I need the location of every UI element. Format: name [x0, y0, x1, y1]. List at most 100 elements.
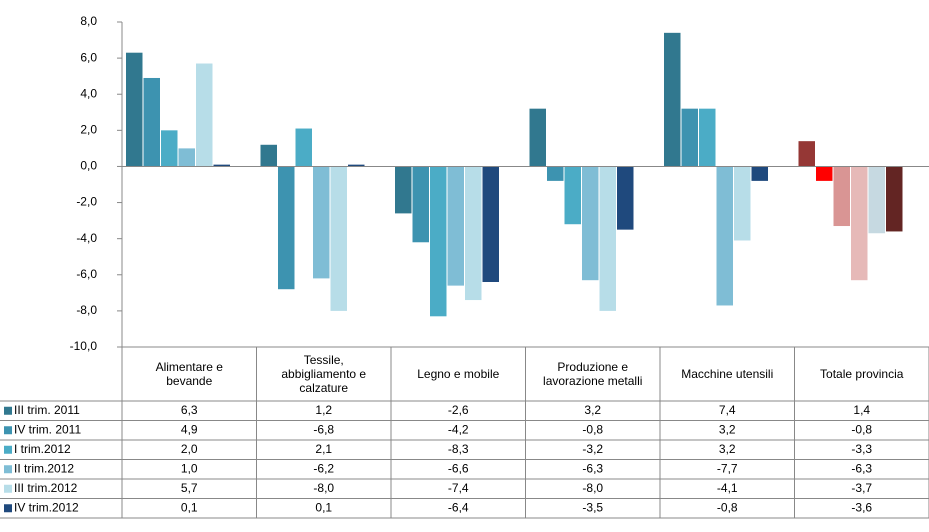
value-label: 4,9 — [181, 422, 198, 436]
bar — [564, 166, 581, 225]
value-label: -0,8 — [582, 422, 603, 436]
legend-swatch — [4, 426, 12, 435]
bar — [447, 166, 464, 286]
bar — [161, 130, 178, 167]
category-label: Produzione e lavorazione metalli — [543, 360, 643, 388]
bar — [126, 52, 143, 167]
legend-label: III trim. 2011 — [14, 403, 80, 417]
legend-swatch — [4, 504, 12, 513]
value-label: -4,2 — [448, 422, 469, 436]
y-tick-label: -8,0 — [76, 303, 97, 317]
value-label: 0,1 — [181, 500, 198, 514]
legend-swatch — [4, 484, 12, 493]
value-label: -0,8 — [717, 500, 738, 514]
value-label: -6,6 — [448, 461, 469, 475]
value-label: -8,0 — [313, 481, 334, 495]
value-label: 3,2 — [719, 442, 736, 456]
bar — [851, 166, 868, 281]
value-label: 2,0 — [181, 442, 198, 456]
value-label: 3,2 — [719, 422, 736, 436]
bar — [430, 166, 447, 317]
legend-label: II trim.2012 — [14, 461, 74, 475]
legend-label: III trim.2012 — [14, 481, 78, 495]
bar — [798, 141, 815, 167]
value-label: 0,1 — [315, 500, 332, 514]
bar — [681, 108, 698, 167]
value-label: -6,3 — [582, 461, 603, 475]
category-label: Macchine utensili — [681, 367, 774, 381]
y-tick-label: 0,0 — [80, 159, 97, 173]
value-label: -6,2 — [313, 461, 334, 475]
value-label: -6,4 — [448, 500, 469, 514]
bar — [143, 77, 160, 167]
category-label: Legno e mobile — [417, 367, 500, 381]
bar — [529, 108, 546, 167]
y-tick-label: -10,0 — [70, 339, 98, 353]
category-label: Tessile, abbigliamento e calzature — [281, 353, 367, 395]
value-label: -6,3 — [851, 461, 872, 475]
value-label: 7,4 — [719, 403, 736, 417]
legend-swatch — [4, 406, 12, 415]
bar — [716, 166, 733, 306]
legend-label: IV trim.2012 — [14, 500, 79, 514]
bar — [213, 164, 230, 167]
value-label: 1,4 — [853, 403, 870, 417]
bar — [833, 166, 850, 227]
legend-swatch — [4, 445, 12, 454]
bar — [278, 166, 295, 290]
bar — [196, 63, 213, 167]
bar — [260, 144, 277, 167]
bar — [868, 166, 885, 234]
bar — [330, 166, 347, 311]
value-label: -8,0 — [582, 481, 603, 495]
value-label: 3,2 — [584, 403, 601, 417]
value-label: -2,6 — [448, 403, 469, 417]
legend-label: I trim.2012 — [14, 442, 71, 456]
legend-label: IV trim. 2011 — [14, 422, 81, 436]
bar — [699, 108, 716, 167]
bar — [482, 166, 499, 282]
legend-swatch — [4, 465, 12, 474]
bar — [178, 148, 195, 167]
bar — [313, 166, 330, 279]
y-tick-label: 2,0 — [80, 123, 97, 137]
value-label: -7,7 — [717, 461, 738, 475]
y-tick-label: 6,0 — [80, 50, 97, 64]
value-label: 1,0 — [181, 461, 198, 475]
value-label: -0,8 — [851, 422, 872, 436]
y-tick-label: -6,0 — [76, 267, 97, 281]
value-label: -3,6 — [851, 500, 872, 514]
value-label: 1,2 — [315, 403, 332, 417]
bar — [734, 166, 751, 241]
y-tick-label: -4,0 — [76, 231, 97, 245]
value-label: -4,1 — [717, 481, 738, 495]
value-label: 5,7 — [181, 481, 198, 495]
bar — [816, 166, 833, 181]
category-label: Alimentare e bevande — [155, 360, 223, 388]
bar — [295, 128, 312, 167]
bar — [547, 166, 564, 181]
value-label: -7,4 — [448, 481, 469, 495]
value-label: 2,1 — [315, 442, 332, 456]
bar — [599, 166, 616, 311]
bar — [617, 166, 634, 230]
value-label: -3,2 — [582, 442, 603, 456]
bar — [412, 166, 429, 243]
bar — [395, 166, 412, 214]
bar — [465, 166, 482, 301]
category-label: Totale provincia — [820, 367, 904, 381]
value-label: -6,8 — [313, 422, 334, 436]
y-tick-label: 4,0 — [80, 86, 97, 100]
bar — [886, 166, 903, 232]
value-label: -3,5 — [582, 500, 603, 514]
bar — [348, 164, 365, 167]
value-label: -3,3 — [851, 442, 872, 456]
value-label: 6,3 — [181, 403, 198, 417]
y-tick-label: -2,0 — [76, 195, 97, 209]
value-label: -8,3 — [448, 442, 469, 456]
value-label: -3,7 — [851, 481, 872, 495]
bar — [582, 166, 599, 281]
bar — [664, 32, 681, 167]
